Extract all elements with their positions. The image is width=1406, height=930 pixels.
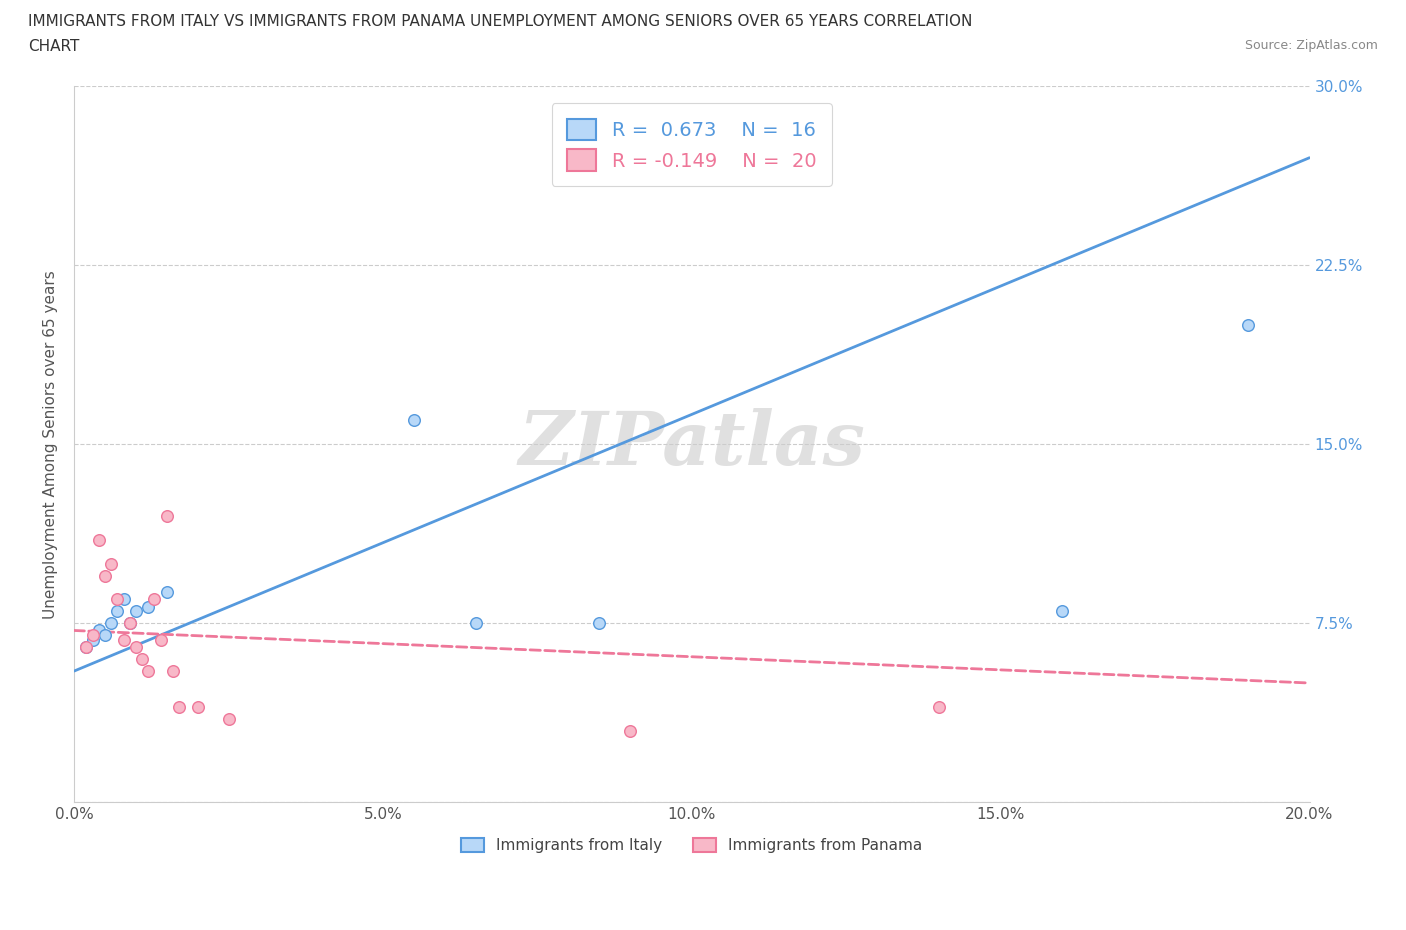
Point [1052, 604, 1074, 618]
Point [118, 616, 141, 631]
Point [1236, 317, 1258, 332]
Text: Source: ZipAtlas.com: Source: ZipAtlas.com [1244, 39, 1378, 52]
Point [218, 711, 240, 726]
Point [118, 616, 141, 631]
Point [162, 664, 184, 679]
Point [87, 623, 110, 638]
Point [105, 604, 128, 618]
Point [94, 568, 117, 583]
Point [167, 699, 190, 714]
Point [156, 585, 179, 600]
Point [402, 413, 425, 428]
Point [143, 592, 166, 607]
Point [75, 640, 97, 655]
Point [149, 632, 172, 647]
Point [82, 628, 104, 643]
Point [105, 592, 128, 607]
Point [187, 699, 209, 714]
Point [100, 556, 122, 571]
Point [125, 604, 148, 618]
Text: IMMIGRANTS FROM ITALY VS IMMIGRANTS FROM PANAMA UNEMPLOYMENT AMONG SENIORS OVER : IMMIGRANTS FROM ITALY VS IMMIGRANTS FROM… [28, 14, 973, 29]
Point [588, 616, 610, 631]
Point [100, 616, 122, 631]
Point [87, 532, 110, 547]
Point [112, 632, 135, 647]
Point [928, 699, 950, 714]
Point [75, 640, 97, 655]
Point [464, 616, 486, 631]
Point [131, 652, 153, 667]
Point [619, 724, 641, 738]
Point [112, 592, 135, 607]
Text: ZIPatlas: ZIPatlas [519, 408, 865, 481]
Point [82, 632, 104, 647]
Point [136, 664, 159, 679]
Text: CHART: CHART [28, 39, 80, 54]
Y-axis label: Unemployment Among Seniors over 65 years: Unemployment Among Seniors over 65 years [44, 270, 58, 618]
Point [156, 509, 179, 524]
Point [125, 640, 148, 655]
Legend: Immigrants from Italy, Immigrants from Panama: Immigrants from Italy, Immigrants from P… [456, 832, 928, 859]
Point [136, 599, 159, 614]
Point [94, 628, 117, 643]
